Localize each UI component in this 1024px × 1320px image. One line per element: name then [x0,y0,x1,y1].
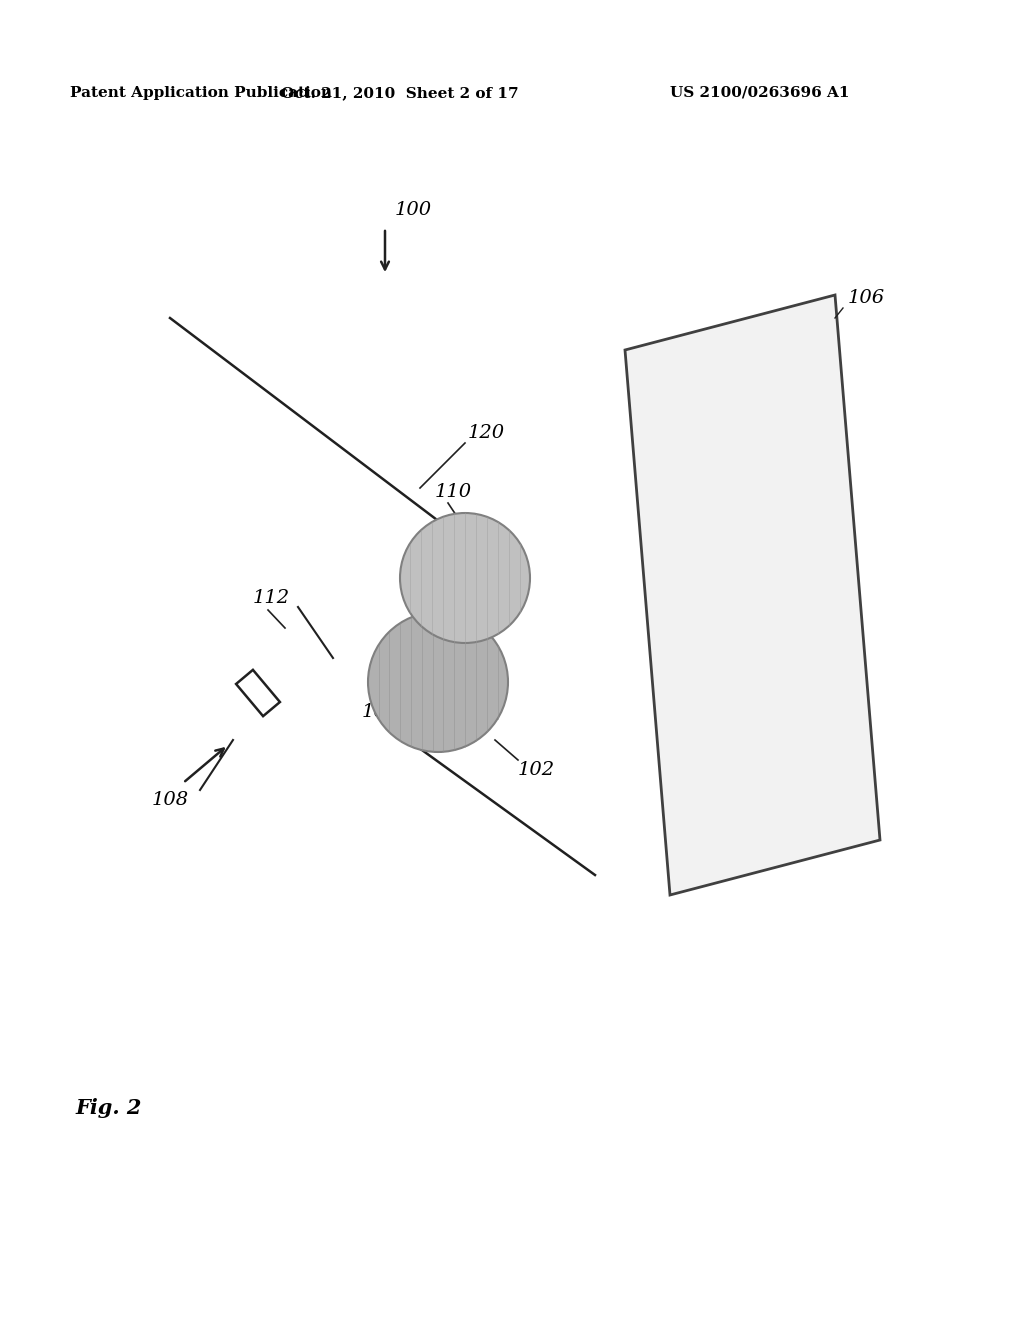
Text: 112: 112 [253,589,290,607]
Text: 102: 102 [518,762,555,779]
Polygon shape [625,294,880,895]
Text: US 2100/0263696 A1: US 2100/0263696 A1 [670,86,850,100]
Text: Oct. 21, 2010  Sheet 2 of 17: Oct. 21, 2010 Sheet 2 of 17 [282,86,519,100]
Bar [237,669,280,717]
Text: Patent Application Publication: Patent Application Publication [70,86,332,100]
Circle shape [400,513,530,643]
Text: 100: 100 [395,201,432,219]
Circle shape [368,612,508,752]
Text: 120: 120 [468,424,505,442]
Text: Fig. 2: Fig. 2 [75,1098,141,1118]
Text: 106: 106 [848,289,885,308]
Text: 104: 104 [362,704,399,721]
Text: 110: 110 [435,483,472,502]
Text: 108: 108 [152,791,189,809]
